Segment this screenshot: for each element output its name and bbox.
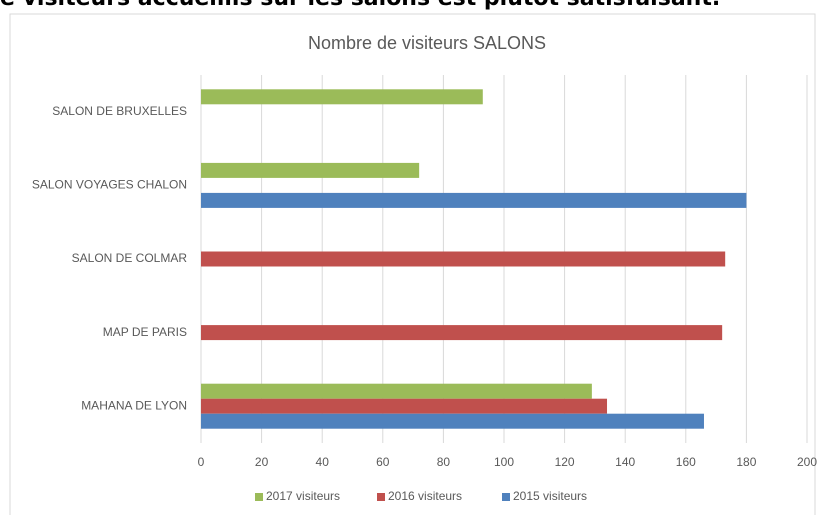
bar	[201, 192, 747, 208]
bar	[201, 162, 420, 178]
legend-swatch	[502, 493, 510, 501]
legend-swatch	[377, 493, 385, 501]
x-tick-label: 0	[198, 455, 205, 469]
bar	[201, 383, 592, 399]
y-tick-label: SALON VOYAGES CHALON	[32, 178, 187, 192]
x-tick-label: 80	[437, 455, 451, 469]
x-tick-label: 60	[376, 455, 390, 469]
legend-label: 2015 visiteurs	[513, 489, 587, 503]
chart-title: Nombre de visiteurs SALONS	[308, 33, 546, 53]
caption: e visiteurs accueillis sur les salons es…	[0, 0, 720, 11]
x-tick-label: 140	[615, 455, 635, 469]
y-tick-label: MAP DE PARIS	[103, 325, 187, 339]
bar	[201, 89, 483, 105]
legend-label: 2016 visiteurs	[388, 489, 462, 503]
bar	[201, 251, 726, 267]
x-tick-label: 160	[676, 455, 696, 469]
x-tick-label: 40	[316, 455, 330, 469]
x-tick-label: 200	[797, 455, 817, 469]
y-tick-label: MAHANA DE LYON	[81, 398, 187, 412]
x-tick-label: 120	[555, 455, 575, 469]
bar	[201, 398, 608, 414]
legend-swatch	[255, 493, 263, 501]
bar	[201, 325, 723, 341]
x-tick-label: 20	[255, 455, 269, 469]
legend-label: 2017 visiteurs	[266, 489, 340, 503]
x-tick-label: 100	[494, 455, 514, 469]
bar	[201, 413, 704, 429]
y-tick-label: SALON DE BRUXELLES	[52, 104, 187, 118]
y-tick-label: SALON DE COLMAR	[72, 251, 188, 265]
x-tick-label: 180	[736, 455, 756, 469]
